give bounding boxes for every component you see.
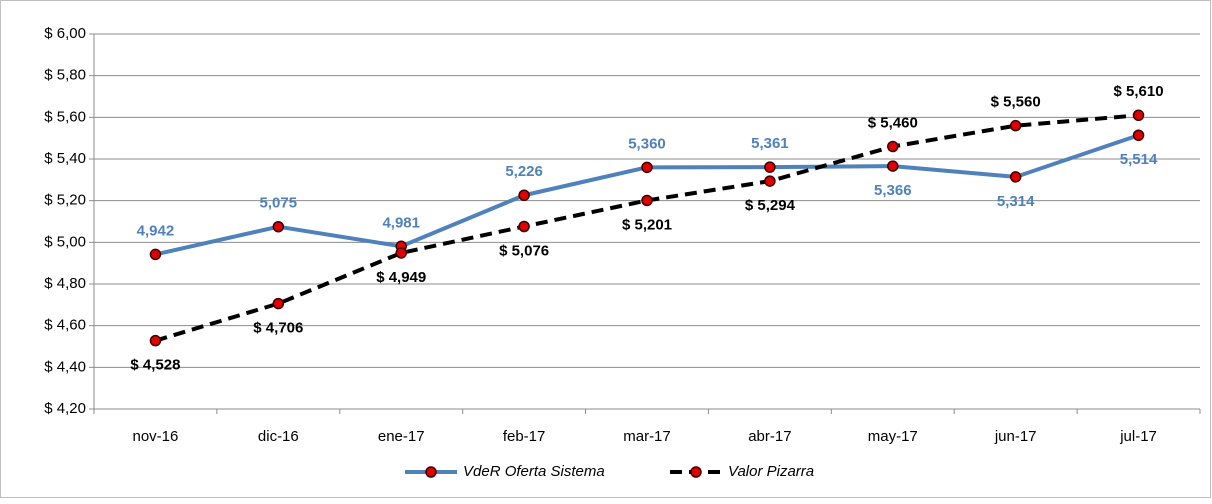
data-label: 5,075 <box>260 195 298 212</box>
y-tick-label: $ 5,80 <box>44 67 86 84</box>
y-tick-label: $ 5,40 <box>44 150 86 167</box>
legend-label: VdeR Oferta Sistema <box>463 463 605 480</box>
data-point <box>1132 129 1145 141</box>
data-label: 5,360 <box>628 135 666 152</box>
data-point <box>887 160 899 172</box>
x-tick-label: mar-17 <box>623 428 671 445</box>
x-tick-label: feb-17 <box>503 428 546 445</box>
data-point <box>641 194 653 207</box>
data-label: 4,942 <box>137 222 175 239</box>
data-label: 5,226 <box>505 163 543 180</box>
data-label: 4,981 <box>382 214 420 231</box>
data-label: $ 4,949 <box>376 269 426 286</box>
data-point <box>641 161 653 174</box>
x-tick-label: jun-17 <box>994 428 1037 445</box>
y-tick-label: $ 4,40 <box>44 358 86 375</box>
data-point <box>518 189 530 201</box>
data-label: 5,361 <box>751 135 789 152</box>
data-point <box>764 175 776 187</box>
data-label: 5,514 <box>1120 151 1158 168</box>
series-line <box>154 113 1139 343</box>
data-point <box>1132 109 1145 121</box>
data-point <box>149 248 162 261</box>
x-tick-label: dic-16 <box>258 428 299 445</box>
x-tick-label: nov-16 <box>133 428 179 445</box>
data-point <box>518 220 530 233</box>
data-label: $ 4,528 <box>130 357 180 374</box>
data-point <box>395 247 407 259</box>
y-tick-label: $ 4,60 <box>44 317 86 334</box>
data-label: $ 5,610 <box>1114 83 1164 100</box>
y-tick-label: $ 4,80 <box>44 275 86 292</box>
legend-marker <box>690 466 702 478</box>
data-point <box>1009 119 1022 132</box>
x-tick-label: abr-17 <box>748 428 791 445</box>
y-tick-label: $ 5,00 <box>44 233 86 250</box>
y-tick-label: $ 6,00 <box>44 25 86 42</box>
data-point <box>272 220 285 233</box>
y-tick-label: $ 5,20 <box>44 192 86 209</box>
legend-marker <box>425 466 437 478</box>
data-label: 5,366 <box>874 182 912 199</box>
data-point <box>887 140 899 153</box>
data-label: $ 5,076 <box>499 242 549 259</box>
data-label: $ 4,706 <box>253 320 303 337</box>
data-point <box>1009 171 1022 183</box>
legend-label: Valor Pizarra <box>728 463 814 480</box>
data-label: $ 5,294 <box>745 197 796 214</box>
data-label: $ 5,201 <box>622 216 672 233</box>
x-tick-label: ene-17 <box>378 428 425 445</box>
data-point <box>272 297 285 310</box>
y-tick-label: $ 5,60 <box>44 108 86 125</box>
x-tick-label: jul-17 <box>1119 428 1157 445</box>
data-label: $ 5,560 <box>991 94 1041 111</box>
y-tick-label: $ 4,20 <box>44 400 86 417</box>
data-point <box>149 334 162 347</box>
data-point <box>764 161 776 173</box>
x-tick-label: may-17 <box>868 428 918 445</box>
data-label: $ 5,460 <box>868 114 918 131</box>
data-label: 5,314 <box>997 193 1035 210</box>
